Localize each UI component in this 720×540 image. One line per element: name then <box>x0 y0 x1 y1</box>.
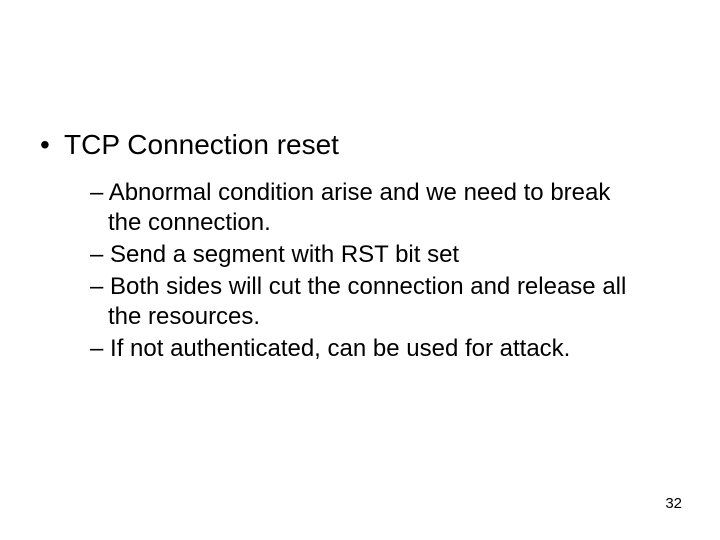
dash-icon: – <box>90 335 103 362</box>
list-item-text: Abnormal condition arise and we need to … <box>108 179 610 236</box>
list-item-text: Both sides will cut the connection and r… <box>108 273 626 330</box>
slide: •TCP Connection reset – Abnormal conditi… <box>0 0 720 540</box>
page-number: 32 <box>665 495 682 512</box>
bullet-dot-icon: • <box>40 128 64 162</box>
dash-icon: – <box>90 241 103 268</box>
dash-icon: – <box>90 179 103 206</box>
list-item: – Abnormal condition arise and we need t… <box>90 178 650 238</box>
list-item-text: Send a segment with RST bit set <box>110 241 459 268</box>
list-item-text: If not authenticated, can be used for at… <box>110 335 570 362</box>
dash-icon: – <box>90 273 103 300</box>
list-item: – Both sides will cut the connection and… <box>90 272 650 332</box>
list-item: – If not authenticated, can be used for … <box>90 334 650 364</box>
list-item: – Send a segment with RST bit set <box>90 240 650 270</box>
bullet-level1: •TCP Connection reset <box>40 128 339 162</box>
bullet-level1-text: TCP Connection reset <box>64 129 339 160</box>
bullet-level2-list: – Abnormal condition arise and we need t… <box>90 178 650 366</box>
